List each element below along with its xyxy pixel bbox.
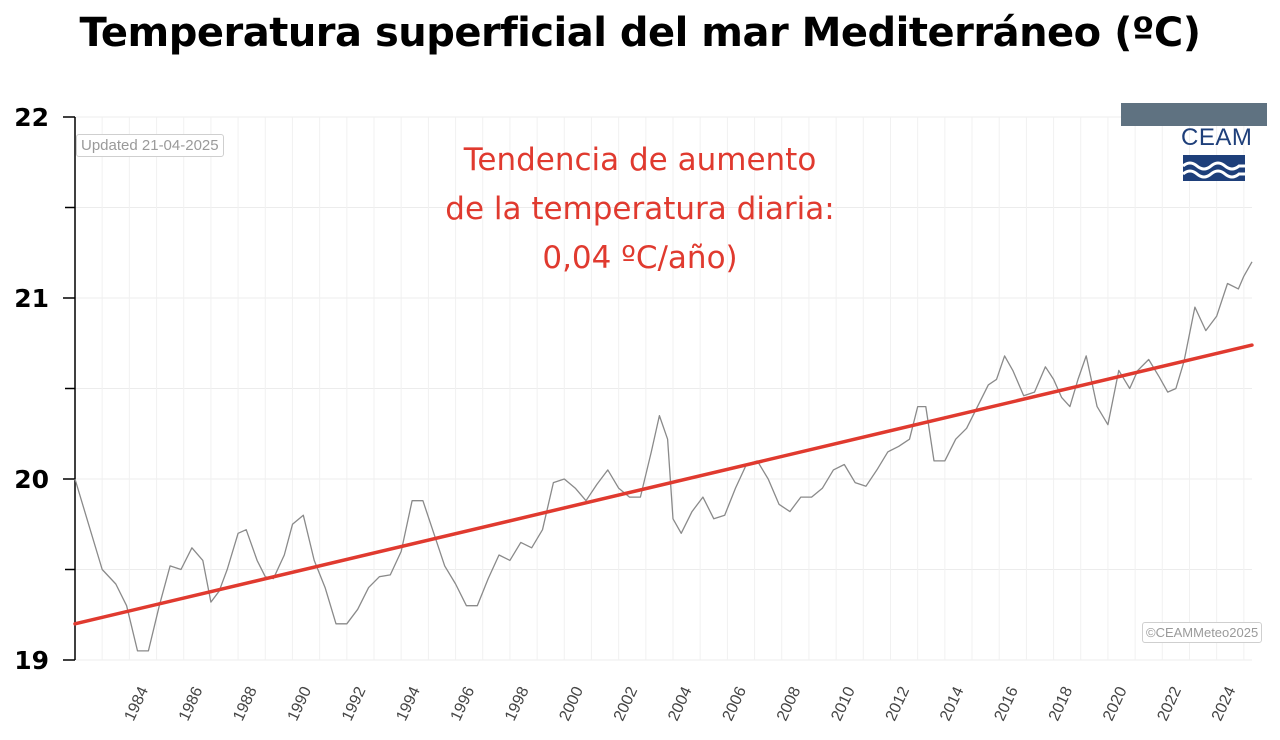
y-tick-label: 21	[14, 284, 49, 313]
temperature-series-line	[74, 261, 1253, 652]
logo-text: CEAM	[1181, 124, 1253, 151]
x-tick-label: 1998	[502, 684, 532, 724]
x-tick-label: 1986	[176, 684, 206, 724]
credit-badge: ©CEAMMeteo2025	[1142, 622, 1263, 643]
x-tick-label: 1984	[122, 684, 152, 724]
logo-bar	[1121, 103, 1267, 126]
chart-title: Temperatura superficial del mar Mediterr…	[79, 10, 1201, 56]
annotation-line-2: de la temperatura diaria:	[445, 191, 835, 227]
x-tick-label: 1988	[230, 684, 260, 724]
x-tick-label: 2004	[665, 684, 695, 724]
x-tick-label: 1992	[339, 684, 369, 724]
x-tick-label: 2020	[1100, 684, 1130, 724]
x-tick-label: 1996	[448, 684, 478, 724]
wave-icon	[1182, 155, 1245, 181]
trend-annotation: Tendencia de aumento de la temperatura d…	[400, 136, 880, 283]
x-tick-label: 2018	[1046, 684, 1076, 724]
annotation-line-3: 0,04 ºC/año)	[542, 240, 738, 276]
x-tick-label: 2014	[937, 684, 967, 724]
x-tick-label: 2008	[774, 684, 804, 724]
x-tick-label: 2000	[557, 684, 587, 724]
y-tick-label: 19	[14, 646, 49, 675]
x-tick-label: 2016	[991, 684, 1021, 724]
trend-line	[73, 343, 1254, 626]
y-tick-label: 20	[14, 465, 49, 494]
x-tick-label: 2010	[828, 684, 858, 724]
y-tick-label: 22	[14, 103, 49, 132]
x-tick-label: 1990	[285, 684, 315, 724]
x-tick-label: 2006	[720, 684, 750, 724]
x-tick-label: 2012	[883, 684, 913, 724]
ceam-logo: CEAM	[1181, 124, 1253, 184]
x-tick-label: 2022	[1155, 684, 1185, 724]
updated-badge: Updated 21-04-2025	[76, 134, 224, 157]
x-tick-label: 2024	[1209, 684, 1239, 724]
annotation-line-1: Tendencia de aumento	[463, 142, 817, 178]
x-tick-label: 1994	[393, 684, 423, 724]
x-tick-label: 2002	[611, 684, 641, 724]
